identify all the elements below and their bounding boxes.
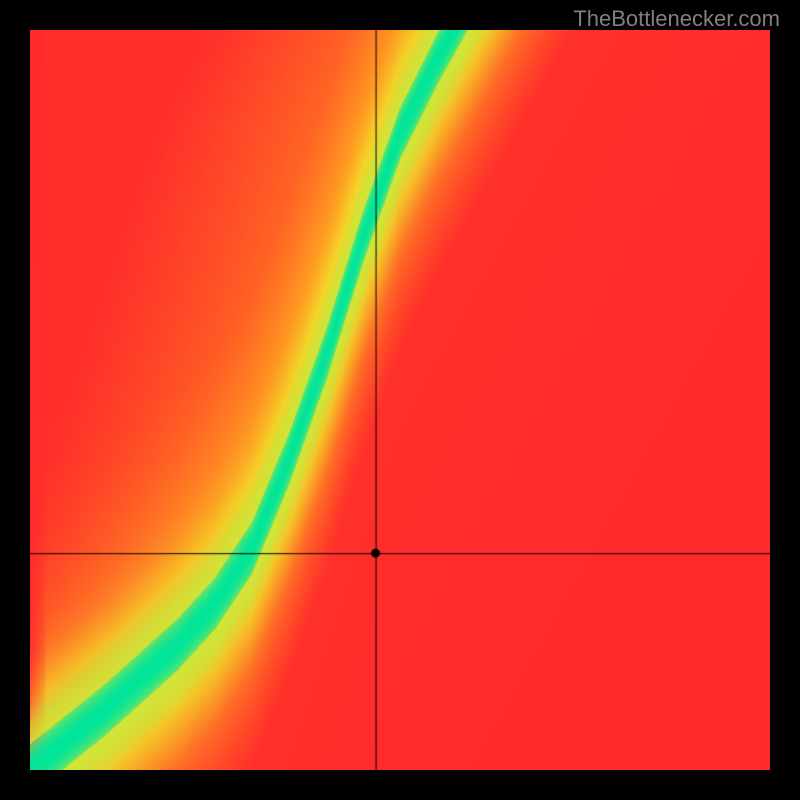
heatmap-panel [30, 30, 770, 770]
heatmap-canvas [30, 30, 770, 770]
watermark-text: TheBottlenecker.com [573, 6, 780, 32]
chart-container: TheBottlenecker.com [0, 0, 800, 800]
